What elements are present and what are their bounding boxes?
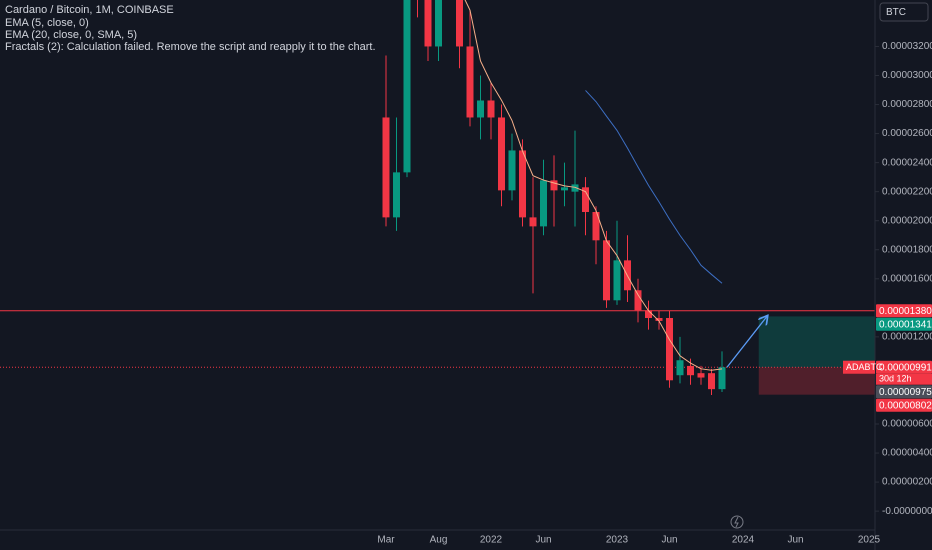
candle-body [634, 290, 642, 311]
candle-body [519, 150, 526, 218]
legend-entry: EMA (5, close, 0) [5, 17, 89, 29]
candle-body [666, 318, 673, 381]
candle-body [540, 180, 547, 227]
symbol-tag-label: ADABTC [846, 362, 883, 372]
y-tick-label: 0.00003000 [882, 70, 932, 81]
symbol-tag [843, 360, 875, 374]
x-tick-label: 2023 [606, 535, 629, 546]
candle-body [592, 212, 600, 241]
price-tag [876, 398, 932, 412]
y-tick-label: 0.00001800 [882, 244, 932, 255]
price-tag [876, 385, 932, 399]
price-tag-label: 0.00000991 [879, 362, 932, 373]
target-zone [758, 316, 875, 368]
price-tag [876, 317, 932, 331]
candle-body [697, 373, 705, 378]
candle-body [382, 117, 390, 218]
x-tick-label: Aug [430, 535, 448, 546]
price-tag-label: 0.00000802 [879, 400, 932, 411]
y-tick-label: 0.00002600 [882, 128, 932, 139]
countdown-label: 30d 12h [879, 374, 912, 384]
candle-body [403, 0, 411, 173]
y-tick-label: 0.00002800 [882, 99, 932, 110]
candle-body [456, 0, 463, 47]
currency-label[interactable]: BTC [886, 7, 906, 18]
icon-bolt[interactable] [734, 516, 739, 528]
currency-button[interactable] [879, 2, 929, 22]
legend-entry: Fractals (2): Calculation failed. Remove… [5, 41, 376, 53]
candle-body [435, 0, 442, 47]
price-tag-label: 0.00001380 [879, 306, 932, 317]
x-tick-label: Mar [377, 535, 395, 546]
price-tag-label: 0.00001341 [879, 319, 932, 330]
x-tick-label: Jun [661, 535, 677, 546]
candle-body [687, 365, 694, 376]
y-tick-label: 0.00000600 [882, 419, 932, 430]
ema-line [585, 90, 723, 284]
y-tick-label: 0.00000200 [882, 477, 932, 488]
candle-body [708, 373, 715, 390]
x-tick-label: 2024 [732, 535, 755, 546]
y-tick-label: 0.00001600 [882, 273, 932, 284]
candle-body [603, 240, 610, 301]
x-tick-label: 2025 [858, 535, 881, 546]
countdown-bg [876, 373, 932, 385]
y-tick-label: 0.00000400 [882, 448, 932, 459]
y-tick-label: 0.00002400 [882, 157, 932, 168]
icon-circle[interactable] [730, 515, 744, 529]
x-tick-label: Jun [535, 535, 551, 546]
candle-body [477, 100, 484, 118]
price-tag [876, 304, 932, 318]
candle-body [550, 180, 558, 191]
y-tick-label: 0.00002000 [882, 215, 932, 226]
candle-body [508, 150, 516, 191]
candle-body [582, 187, 589, 212]
candle-body [561, 187, 568, 191]
candle-body [645, 310, 652, 318]
chart-title: Cardano / Bitcoin, 1M, COINBASE [5, 4, 174, 16]
candle-body [676, 360, 684, 376]
price-tag [876, 360, 932, 374]
plot-area [0, 0, 875, 395]
candle-body [498, 117, 505, 191]
legend-entry: EMA (20, close, 0, SMA, 5) [5, 29, 137, 41]
candle-body [655, 318, 663, 321]
candle-body [718, 367, 726, 390]
lightning-icon[interactable] [730, 515, 744, 529]
ema-line [464, 0, 723, 371]
candle-body [424, 0, 432, 47]
candle-body [466, 46, 474, 118]
candle-body [529, 217, 537, 227]
y-tick-label: 0.00003200 [882, 41, 932, 52]
price-tag-label: 0.00000975 [879, 387, 932, 398]
x-tick-label: 2022 [480, 535, 503, 546]
projection-arrow [726, 316, 767, 368]
candle-body [571, 184, 579, 192]
candle-body [487, 100, 495, 118]
y-tick-label: 0.00002200 [882, 186, 932, 197]
y-tick-label: 0.00001200 [882, 332, 932, 343]
candle-body [393, 172, 400, 218]
candle-body [613, 260, 621, 301]
x-tick-label: Jun [787, 535, 803, 546]
